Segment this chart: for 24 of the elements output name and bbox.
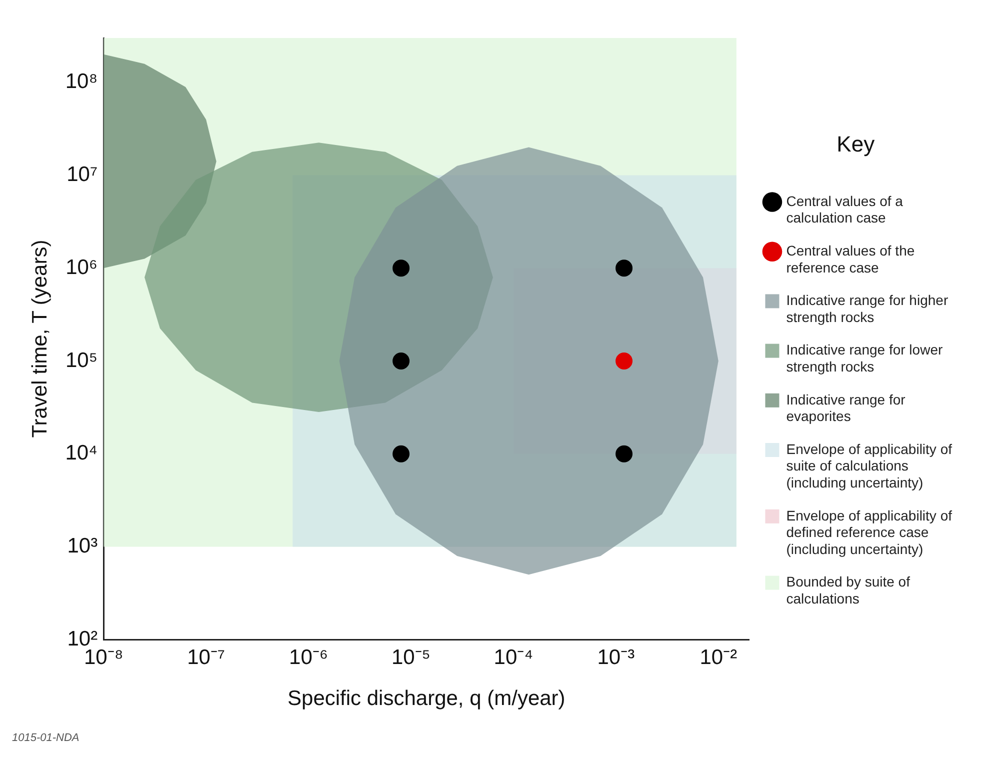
y-tick-label: 10⁶ [66, 256, 98, 279]
legend-label: Indicative range for evaporites [786, 391, 906, 424]
y-tick-label: 10⁸ [65, 70, 98, 94]
text: 1015-01-NDA [12, 732, 80, 744]
legend-label: Bounded by suite of calculations [786, 574, 910, 606]
legend-label: Envelope of applicability of defined reference case (including uncertainty) [786, 507, 952, 557]
y-tick-label: 10⁵ [66, 348, 98, 372]
legend-label: Central values of a calculation case [786, 192, 904, 226]
legend-title: Key [836, 132, 875, 157]
x-tick-label: 10⁻⁴ [494, 646, 534, 669]
legend-label: Envelope of applicability of suite of calculations (including uncertainty) [786, 440, 952, 490]
x-tick-label: 10⁻⁶ [289, 646, 328, 669]
y-tick-label: 10⁴ [65, 442, 98, 465]
x-tick-label: 10⁻⁷ [187, 646, 226, 669]
x-tick-label: 10⁻³ [597, 646, 635, 669]
legend-label: Indicative range for lower strength rocks [786, 342, 943, 374]
y-axis-title: Travel time, T (years) [28, 240, 52, 438]
x-tick-label: 10⁻² [700, 646, 738, 669]
x-axis-title: Specific discharge, q (m/year) [288, 687, 566, 710]
legend-label: Indicative range for higher strength rocks [786, 292, 948, 325]
y-tick-label: 10⁷ [66, 162, 98, 186]
x-tick-label: 10⁻⁵ [391, 646, 431, 669]
legend-label: Central values of the reference case [786, 242, 915, 276]
y-tick-label: 10³ [67, 534, 98, 558]
